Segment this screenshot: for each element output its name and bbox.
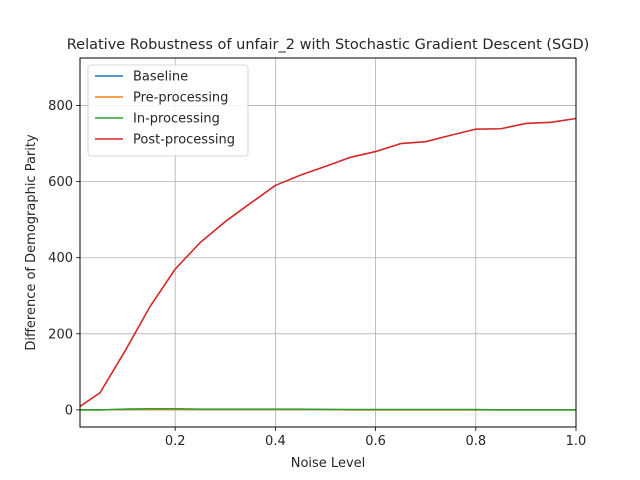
y-tick-label: 400	[48, 251, 73, 266]
series-lines	[79, 117, 577, 411]
axis-ticks: 0.2 0.4 0.6 0.8 1.0 0 200 400 600 800	[48, 99, 586, 449]
chart-title: Relative Robustness of unfair_2 with Sto…	[67, 37, 590, 53]
series-line-post-processing	[79, 117, 577, 408]
x-tick-label: 0.2	[165, 434, 186, 449]
legend-label-pre-processing: Pre-processing	[133, 91, 228, 106]
y-tick-label: 600	[48, 175, 73, 190]
legend-label-post-processing: Post-processing	[133, 133, 235, 148]
legend-label-baseline: Baseline	[133, 70, 188, 85]
x-tick-label: 0.8	[465, 434, 486, 449]
y-tick-label: 0	[65, 403, 73, 418]
legend-box	[87, 64, 249, 157]
legend: Baseline Pre-processing In-processing Post-…	[87, 64, 249, 157]
x-tick-label: 1.0	[566, 434, 587, 449]
x-tick-label: 0.4	[265, 434, 286, 449]
y-tick-label: 200	[48, 327, 73, 342]
series-line-in-processing	[80, 407, 576, 411]
legend-label-in-processing: In-processing	[133, 112, 220, 127]
plot-frame	[79, 57, 577, 428]
y-axis-label: Difference of Demographic Parity	[24, 134, 39, 351]
x-tick-label: 0.6	[365, 434, 386, 449]
x-axis-label: Noise Level	[291, 456, 366, 471]
y-tick-label: 800	[48, 99, 73, 114]
